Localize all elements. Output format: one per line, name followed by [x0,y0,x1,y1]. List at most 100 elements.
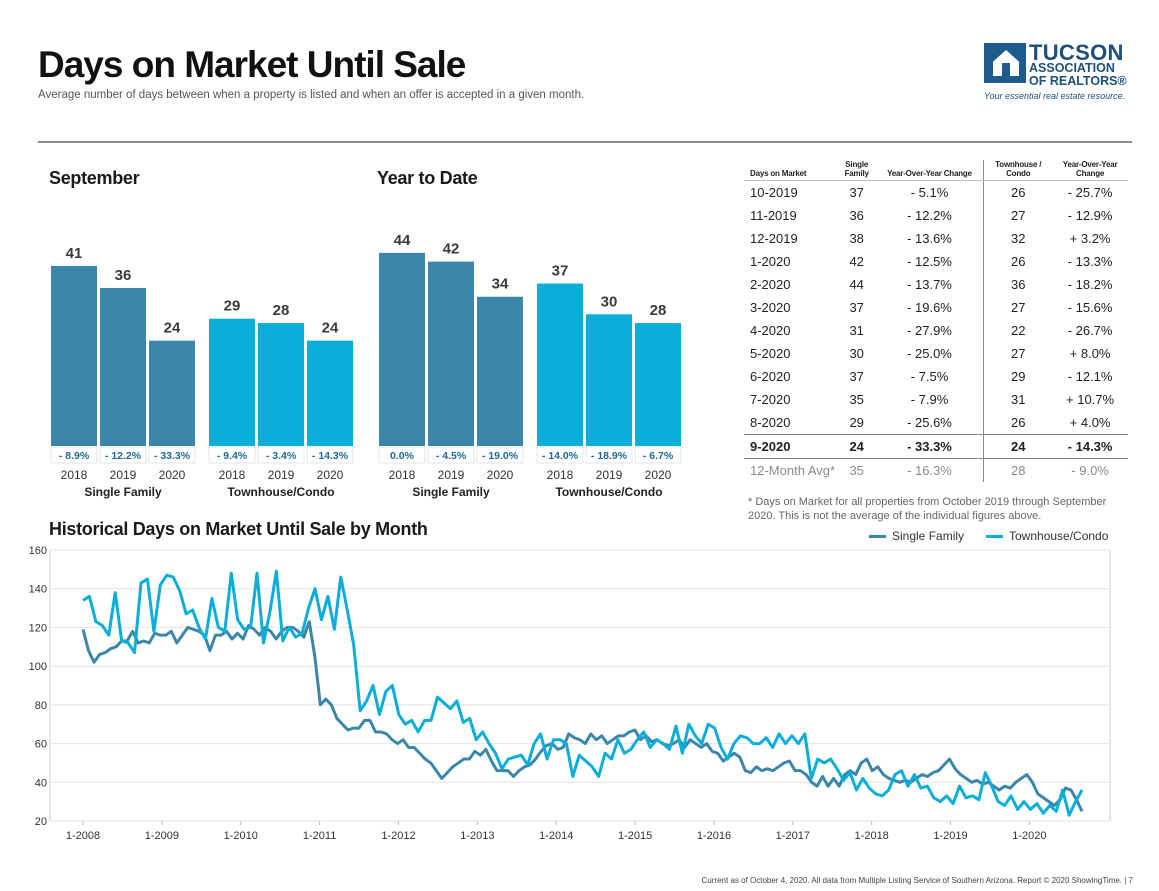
table-header-row: Days on Market Single Family Year-Over-Y… [744,160,1128,181]
table-header-cell: Year-Over-Year Change [875,160,984,181]
table-cell: 29 [983,365,1053,388]
header-divider [38,141,1132,143]
table-cell: - 18.2% [1067,277,1113,292]
table-cell: 42 [849,254,864,269]
table-cell: 37 [849,369,864,384]
change-label: - 8.9% [59,450,90,462]
x-tick-label: 1-2008 [66,830,100,842]
bar [379,252,425,446]
table-cell: - 25.6% [907,415,952,430]
y-tick-label: 40 [35,777,47,789]
y-tick-label: 60 [35,739,47,751]
table-cell: 3-2020 [750,300,791,315]
table-cell: - 14.3% [1052,434,1128,459]
table-cell: - 7.9% [910,392,949,407]
change-label: 0.0% [390,450,415,462]
change-cell [99,446,147,464]
logo-tagline: Your essential real estate resource. [984,91,1126,101]
x-tick-label: 1-2014 [539,830,573,842]
x-tick-label: 1-2011 [303,830,336,842]
group-label: Townhouse/Condo [555,485,662,499]
bar [586,314,632,446]
change-label: - 6.7% [643,450,674,462]
table-cell: - 12.2% [907,208,952,223]
y-tick-label: 100 [29,661,47,673]
year-tick-label: 2020 [317,468,344,482]
change-cell [427,446,475,464]
bar-value-label: 28 [273,302,290,319]
bar-value-label: 28 [650,302,667,319]
table-cell: + 10.7% [1066,392,1115,407]
y-tick-label: 160 [29,545,47,557]
change-cell [634,446,682,464]
legend-label: Townhouse/Condo [1009,529,1109,543]
change-label: - 14.0% [542,450,579,462]
table-cell: 31 [849,323,864,338]
bar [307,340,353,446]
table-cell: 9-2020 [744,434,838,459]
table-cell: - 13.3% [1067,254,1113,269]
bar-value-label: 30 [601,293,618,310]
table-cell: 4-2020 [750,323,791,338]
table-cell: 5-2020 [750,346,791,361]
house-icon [984,43,1026,83]
bar [428,261,474,446]
table-cell: 37 [849,185,864,200]
table-cell: 6-2020 [750,369,791,384]
table-row: 2-2020 44 - 13.7% 36 - 18.2% [744,273,1128,296]
page-subtitle: Average number of days between when a pr… [38,89,585,101]
table-cell: - 26.7% [1067,323,1113,338]
table-cell: 27 [983,342,1053,365]
series-line-townhouse-condo [82,569,1084,817]
change-label: - 4.5% [436,450,467,462]
table-row: 11-2019 36 - 12.2% 27 - 12.9% [744,204,1128,227]
change-cell [306,446,354,464]
table-cell: - 19.6% [907,300,952,315]
table-cell: 24 [837,434,876,459]
table-cell: - 25.7% [1067,185,1113,200]
table-cell: - 25.0% [907,346,952,361]
table-cell: 29 [849,415,864,430]
x-tick-label: 1-2015 [618,830,652,842]
year-tick-label: 2020 [487,468,514,482]
change-label: - 33.3% [154,450,191,462]
x-tick-label: 1-2018 [855,830,889,842]
bar-value-label: 29 [224,298,241,315]
table-cell: - 5.1% [910,185,949,200]
bar [258,323,304,446]
table-row: 7-2020 35 - 7.9% 31 + 10.7% [744,388,1128,411]
change-label: - 18.9% [591,450,628,462]
page-title: Days on Market Until Sale [38,44,466,85]
table-cell: - 12.9% [1067,208,1113,223]
table-cell: + 3.2% [1069,231,1111,246]
table-body: 10-2019 37 - 5.1% 26 - 25.7% 11-2019 36 - 12.2%… [744,180,1128,482]
legend-label: Single Family [892,529,965,543]
change-cell [50,446,98,464]
group-label: Single Family [84,485,162,499]
bar-value-label: 36 [115,267,132,284]
bar [209,318,255,446]
table-cell: 44 [849,277,864,292]
table-cell: 1-2020 [750,254,791,269]
table-cell: - 27.9% [907,323,952,338]
table-row: 1-2020 42 - 12.5% 26 - 13.3% [744,250,1128,273]
bar-value-label: 24 [322,320,339,337]
change-cell [585,446,633,464]
change-cell [257,446,305,464]
table-cell: 12-Month Avg* [750,463,836,478]
change-cell [148,446,196,464]
table-cell: 7-2020 [750,392,791,407]
table-row: 5-2020 30 - 25.0% 27 + 8.0% [744,342,1128,365]
table-cell: 22 [983,319,1053,342]
table-cell: - 9.0% [1071,463,1109,478]
table-cell: - 13.6% [907,231,952,246]
table-header-cell: Year-Over-Year Change [1052,160,1128,181]
group-label: Townhouse/Condo [227,485,334,499]
table-cell: + 4.0% [1069,415,1111,430]
y-tick-label: 140 [29,584,47,596]
series-line-single-family [81,620,1084,812]
table-cell: - 12.1% [1067,369,1113,384]
bar [537,283,583,446]
year-tick-label: 2019 [438,468,465,482]
change-label: - 3.4% [266,450,297,462]
